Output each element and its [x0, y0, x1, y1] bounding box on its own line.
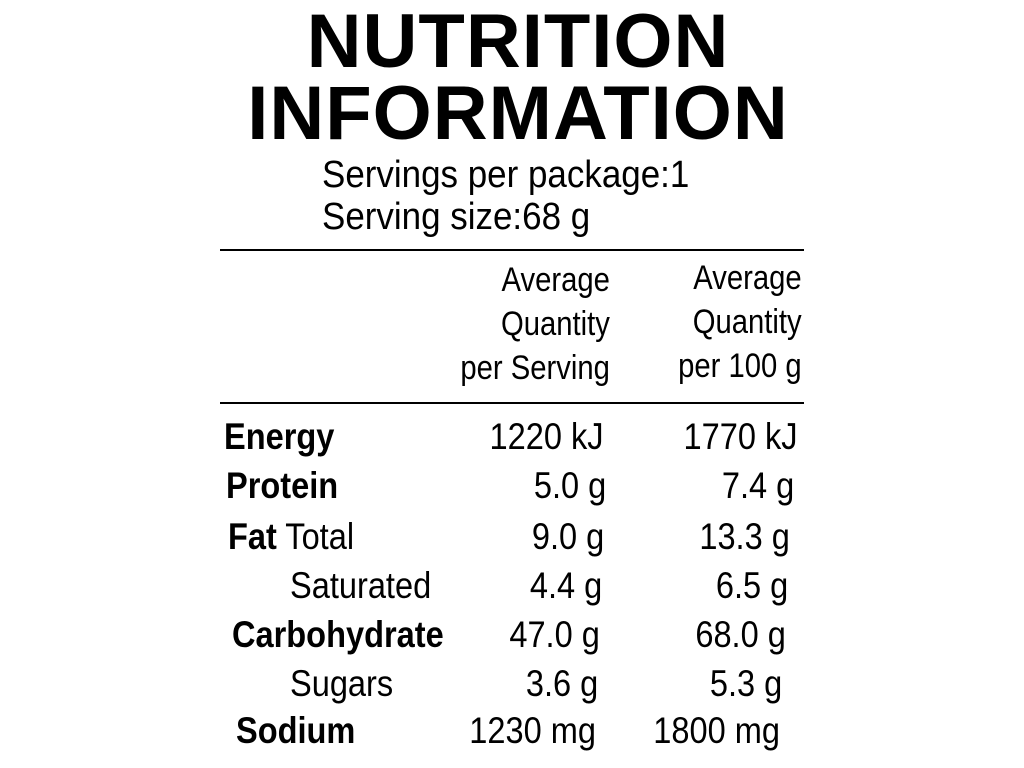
value-per-serving: 1230 mg — [469, 710, 596, 751]
title-nutrition: NUTRITION — [306, 0, 730, 84]
nutrient-label: Sodium — [236, 706, 355, 756]
value-per-serving: 1220 kJ — [489, 416, 604, 457]
column-header-line: Average — [501, 261, 610, 299]
value-per-100g: 5.3 g — [709, 663, 782, 704]
value-per-100g: 13.3 g — [699, 516, 790, 557]
nutrient-label: Sugars — [290, 659, 393, 709]
nutrient-label: Protein — [226, 461, 338, 511]
column-header-line: per 100 g — [678, 347, 802, 385]
nutrient-label: Fat Total — [228, 512, 354, 562]
value-per-100g: 1800 mg — [653, 710, 780, 751]
nutrient-row-protein: Protein 5.0 g 7.4 g — [0, 461, 1024, 511]
value-per-100g: 7.4 g — [721, 465, 794, 506]
value-per-100g: 68.0 g — [695, 614, 786, 655]
nutrient-label-plain: Sugars — [290, 663, 394, 704]
column-header-line: Quantity — [501, 305, 610, 343]
value-per-serving: 5.0 g — [533, 465, 606, 506]
value-per-serving: 3.6 g — [525, 663, 598, 704]
nutrient-label-bold: Carbohydrate — [232, 614, 444, 655]
nutrient-label: Saturated — [290, 561, 431, 611]
value-per-serving: 47.0 g — [509, 614, 600, 655]
value-per-serving: 4.4 g — [529, 565, 602, 606]
nutrient-row-sodium: Sodium 1230 mg 1800 mg — [0, 706, 1024, 756]
value-per-serving: 9.0 g — [531, 516, 604, 557]
servings-per-package: Servings per package:1 — [322, 154, 690, 196]
nutrient-label: Energy — [224, 412, 334, 462]
nutrient-label-plain: Saturated — [290, 565, 432, 606]
nutrient-label: Carbohydrate — [232, 610, 444, 660]
nutrient-row-sugars: Sugars 3.6 g 5.3 g — [0, 659, 1024, 709]
nutrient-row-saturated: Saturated 4.4 g 6.5 g — [0, 561, 1024, 611]
value-per-100g: 6.5 g — [715, 565, 788, 606]
nutrient-row-carbohydrate: Carbohydrate 47.0 g 68.0 g — [0, 610, 1024, 660]
nutrient-row-energy: Energy 1220 kJ 1770 kJ — [0, 412, 1024, 462]
nutrient-row-fat-total: Fat Total 9.0 g 13.3 g — [0, 512, 1024, 562]
nutrient-label-bold: Fat — [228, 516, 277, 557]
value-per-100g: 1770 kJ — [683, 416, 798, 457]
divider-top — [220, 249, 804, 251]
nutrient-label-bold: Protein — [226, 465, 339, 506]
nutrient-label-plain: Total — [276, 516, 355, 557]
column-header-line: Quantity — [693, 303, 802, 341]
nutrient-label-bold: Sodium — [236, 710, 356, 751]
divider-header — [220, 402, 804, 404]
column-header-line: per Serving — [460, 349, 610, 387]
nutrient-label-bold: Energy — [224, 416, 335, 457]
column-header-per-serving: Average Quantity per Serving — [460, 258, 610, 390]
column-header-per-100g: Average Quantity per 100 g — [678, 256, 802, 388]
serving-size: Serving size:68 g — [322, 196, 591, 238]
column-header-line: Average — [693, 259, 802, 297]
title-information: INFORMATION — [247, 71, 789, 156]
